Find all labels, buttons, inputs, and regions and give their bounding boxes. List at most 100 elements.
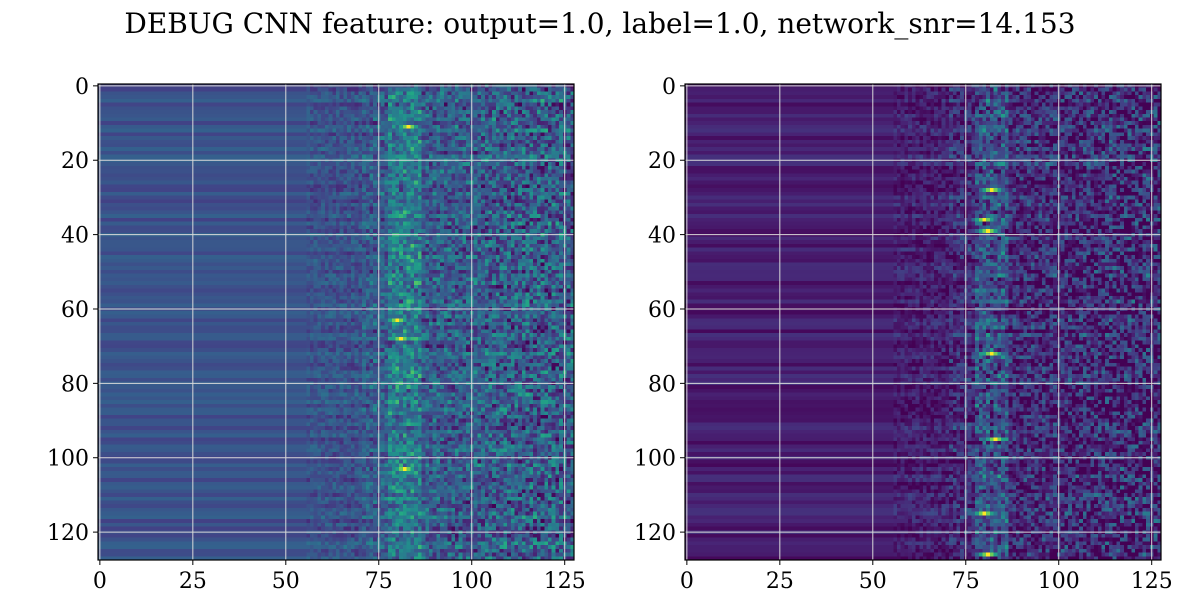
heatmap-cell (142, 121, 147, 126)
heatmap-cell (302, 106, 307, 111)
heatmap-cell (507, 180, 512, 185)
heatmap-cell (354, 95, 359, 100)
heatmap-cell (198, 225, 203, 230)
heatmap-cell (503, 121, 508, 126)
heatmap-cell (551, 165, 556, 170)
heatmap-cell (324, 162, 329, 167)
heatmap-cell (443, 102, 448, 107)
heatmap-cell (224, 113, 229, 118)
heatmap-cell (402, 121, 407, 126)
heatmap-cell (421, 184, 426, 189)
heatmap-cell (257, 203, 262, 208)
heatmap-cell (481, 147, 486, 152)
heatmap-cell (462, 217, 467, 222)
heatmap-cell (257, 139, 262, 144)
heatmap-cell (492, 169, 497, 174)
heatmap-cell (551, 225, 556, 230)
heatmap-cell (254, 87, 259, 92)
heatmap-cell (302, 154, 307, 159)
heatmap-cell (358, 91, 363, 96)
heatmap-cell (213, 214, 218, 219)
heatmap-cell (384, 110, 389, 115)
heatmap-cell (521, 180, 526, 185)
heatmap-cell (198, 110, 203, 115)
heatmap-cell (428, 195, 433, 200)
heatmap-cell (150, 117, 155, 122)
heatmap-cell (257, 210, 262, 215)
heatmap-cell (536, 113, 541, 118)
heatmap-cell (414, 150, 419, 155)
heatmap-cell (328, 91, 333, 96)
heatmap-cell (153, 136, 158, 141)
heatmap-cell (521, 91, 526, 96)
heatmap-cell (540, 221, 545, 226)
heatmap-cell (176, 143, 181, 148)
heatmap-cell (362, 191, 367, 196)
heatmap-cell (544, 154, 549, 159)
heatmap-cell (220, 162, 225, 167)
heatmap-cell (246, 143, 251, 148)
heatmap-cell (246, 106, 251, 111)
heatmap-cell (142, 147, 147, 152)
heatmap-cell (417, 162, 422, 167)
heatmap-cell (447, 150, 452, 155)
heatmap-cell (176, 184, 181, 189)
heatmap-cell (410, 121, 415, 126)
heatmap-cell (529, 121, 534, 126)
heatmap-cell (217, 132, 222, 137)
heatmap-cell (473, 128, 478, 133)
heatmap-cell (202, 176, 207, 181)
heatmap-cell (443, 95, 448, 100)
heatmap-cell (488, 147, 493, 152)
heatmap-cell (194, 165, 199, 170)
heatmap-cell (150, 184, 155, 189)
heatmap-cell (380, 95, 385, 100)
heatmap-cell (551, 124, 556, 129)
heatmap-cell (176, 210, 181, 215)
heatmap-cell (525, 106, 530, 111)
heatmap-cell (484, 154, 489, 159)
heatmap-cell (131, 117, 136, 122)
heatmap-cell (428, 210, 433, 215)
heatmap-cell (105, 221, 110, 226)
heatmap-cell (287, 147, 292, 152)
heatmap-cell (176, 169, 181, 174)
heatmap-cell (269, 139, 274, 144)
heatmap-cell (358, 184, 363, 189)
heatmap-cell (495, 147, 500, 152)
heatmap-cell (164, 87, 169, 92)
heatmap-cell (544, 217, 549, 222)
heatmap-cell (101, 117, 106, 122)
heatmap-cell (447, 110, 452, 115)
heatmap-cell (354, 106, 359, 111)
heatmap-cell (481, 150, 486, 155)
heatmap-cell (239, 102, 244, 107)
heatmap-cell (533, 95, 538, 100)
heatmap-cell (369, 150, 374, 155)
heatmap-cell (536, 180, 541, 185)
heatmap-cell (298, 176, 303, 181)
heatmap-cell (243, 206, 248, 211)
heatmap-cell (321, 143, 326, 148)
heatmap-cell (350, 173, 355, 178)
heatmap-cell (217, 143, 222, 148)
heatmap-cell (447, 98, 452, 103)
heatmap-cell (477, 214, 482, 219)
heatmap-cell (172, 176, 177, 181)
heatmap-cell (250, 180, 255, 185)
heatmap-cell (265, 195, 270, 200)
heatmap-cell (402, 136, 407, 141)
heatmap-cell (324, 203, 329, 208)
heatmap-cell (529, 124, 534, 129)
heatmap-cell (339, 102, 344, 107)
heatmap-cell (131, 132, 136, 137)
heatmap-cell (317, 106, 322, 111)
heatmap-cell (440, 106, 445, 111)
heatmap-cell (246, 214, 251, 219)
heatmap-cell (161, 206, 166, 211)
heatmap-cell (328, 102, 333, 107)
heatmap-cell (202, 117, 207, 122)
heatmap-cell (555, 188, 560, 193)
heatmap-cell (399, 188, 404, 193)
heatmap-cell (540, 117, 545, 122)
